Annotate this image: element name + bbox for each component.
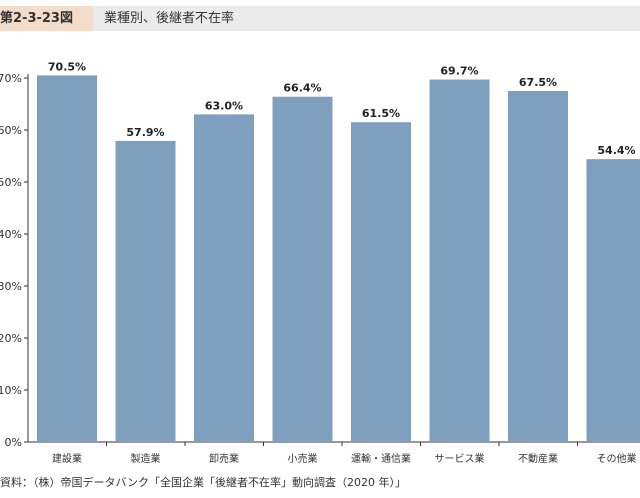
x-tick-label: その他業 <box>597 452 637 465</box>
figure-header: 第2-3-23図 業種別、後継者不在率 <box>0 6 640 31</box>
bar <box>272 96 333 442</box>
bar-value-label: 57.9% <box>126 126 164 139</box>
y-tick-label: 0% <box>5 436 22 449</box>
x-tick-label: 運輸・通信業 <box>351 452 411 465</box>
y-tick-label: 40% <box>0 228 22 241</box>
y-tick-label: 10% <box>0 384 22 397</box>
y-tick-label: 70% <box>0 72 22 85</box>
bar <box>508 91 568 442</box>
x-tick-label: 小売業 <box>288 452 318 465</box>
y-tick-label: 20% <box>0 332 22 345</box>
bar-value-label: 67.5% <box>519 76 557 89</box>
bar <box>586 159 640 442</box>
bar-value-label: 66.4% <box>283 82 321 95</box>
x-tick-label: 建設業 <box>52 452 82 465</box>
bar-chart: 0% 10% 20% 30% 40% 50% 60% 70% 70.5% 建設業 57.9% 製造業 6… <box>0 60 640 465</box>
x-tick-label: 卸売業 <box>209 452 239 465</box>
x-tick-label: 不動産業 <box>518 452 558 465</box>
y-tick-label: 60% <box>0 124 22 137</box>
x-tick-label: サービス業 <box>435 452 485 465</box>
bar-value-label: 69.7% <box>440 65 478 78</box>
bar <box>115 140 176 443</box>
source-note: 資料：（株）帝国データバンク「全国企業「後継者不在率」動向調査（2020 年）」 <box>0 476 407 489</box>
bar-value-label: 63.0% <box>205 99 243 112</box>
figure-number-label: 第2-3-23図 <box>0 6 93 31</box>
x-tick-label: 製造業 <box>131 452 161 465</box>
y-tick-label: 30% <box>0 280 22 293</box>
bar <box>194 114 254 443</box>
figure-title: 業種別、後継者不在率 <box>104 11 235 26</box>
bar-value-label: 61.5% <box>362 107 400 120</box>
bar <box>429 79 490 442</box>
bar <box>37 75 97 443</box>
y-tick-label: 50% <box>0 176 22 189</box>
bar-value-label: 54.4% <box>597 144 635 157</box>
bar <box>351 122 411 442</box>
bar-value-label: 70.5% <box>48 60 86 73</box>
